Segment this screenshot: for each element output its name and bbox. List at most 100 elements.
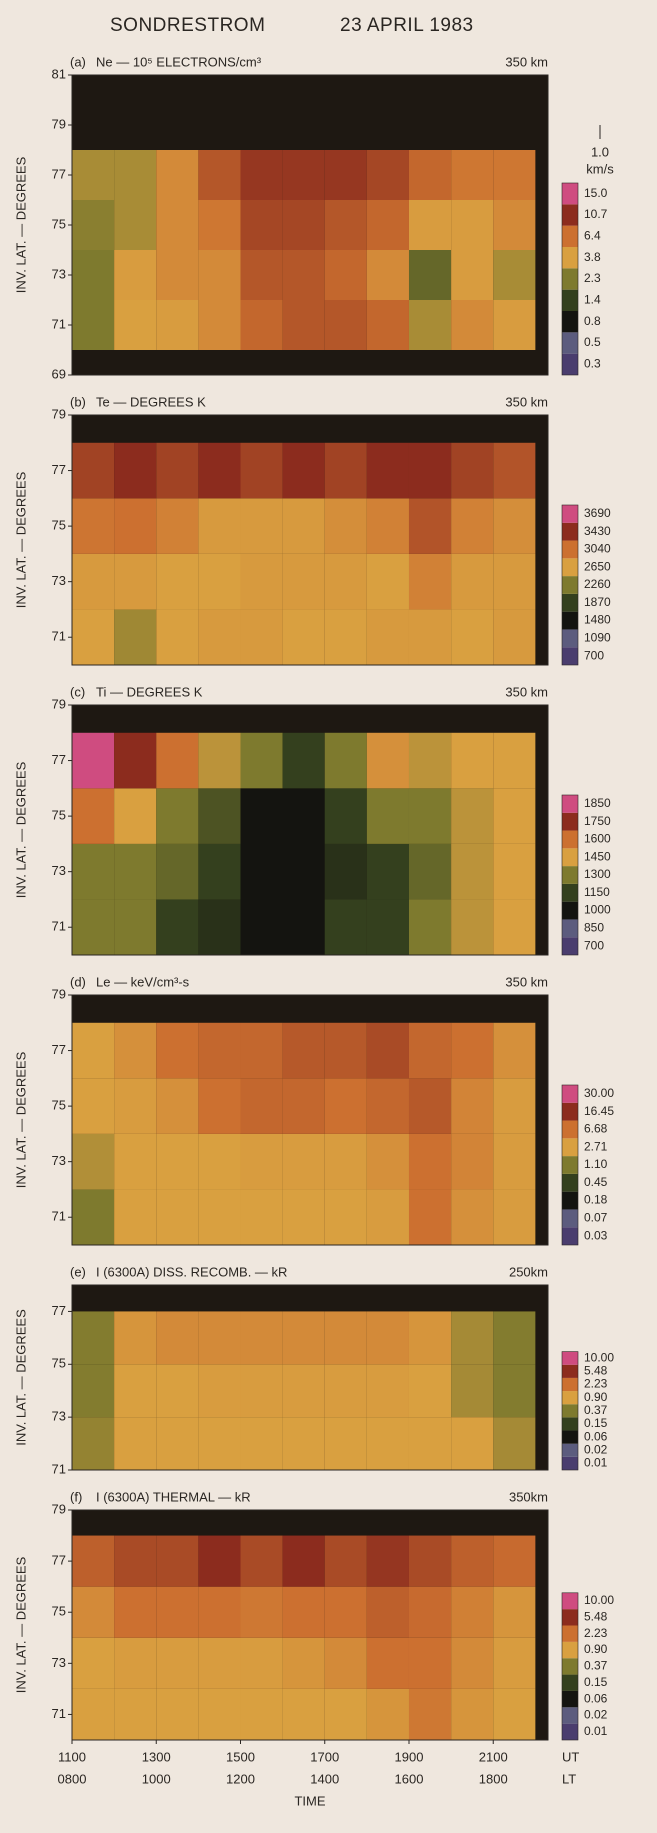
- colorbar-label: 0.18: [584, 1193, 608, 1207]
- colorbar-label: 2.3: [584, 271, 601, 285]
- heat-cell: [367, 1189, 409, 1245]
- heat-cell: [283, 788, 325, 844]
- heat-cell: [493, 498, 535, 554]
- heat-cell: [72, 1536, 114, 1587]
- heat-cell: [198, 733, 240, 789]
- heat-cell: [493, 1189, 535, 1245]
- x2-tick-label: 1600: [395, 1771, 424, 1786]
- heat-cell: [156, 1134, 198, 1190]
- heat-cell: [409, 554, 451, 610]
- y-tick-label: 77: [52, 752, 66, 767]
- panel-label: (d): [70, 974, 86, 989]
- heat-cell: [409, 1417, 451, 1470]
- heat-cell: [283, 1536, 325, 1587]
- heat-cell: [451, 1638, 493, 1689]
- heat-cell: [325, 788, 367, 844]
- colorbar-swatch: [562, 629, 578, 647]
- colorbar-label: 16.45: [584, 1104, 614, 1118]
- y-tick-label: 71: [52, 316, 66, 331]
- heat-cell: [72, 250, 114, 300]
- y-tick-label: 75: [52, 1356, 66, 1371]
- y-tick-label: 71: [52, 1706, 66, 1721]
- heat-cell: [198, 554, 240, 610]
- heat-cell: [156, 300, 198, 350]
- heat-cell: [72, 733, 114, 789]
- heat-cell: [72, 1189, 114, 1245]
- heat-cell: [451, 498, 493, 554]
- heat-cell: [325, 1536, 367, 1587]
- heat-cell: [114, 1587, 156, 1638]
- colorbar-label: 0.01: [584, 1456, 608, 1470]
- colorbar-swatch: [562, 1658, 578, 1674]
- heat-cell: [451, 1311, 493, 1364]
- heat-cell: [283, 1189, 325, 1245]
- heat-cell: [156, 1689, 198, 1740]
- heat-cell: [325, 498, 367, 554]
- heat-cell: [367, 1689, 409, 1740]
- colorbar-label: 1000: [584, 903, 611, 917]
- altitude: 250km: [509, 1264, 548, 1279]
- heat-cell: [198, 1638, 240, 1689]
- heat-cell: [451, 1023, 493, 1079]
- colorbar-label: 6.4: [584, 229, 601, 243]
- colorbar-swatch: [562, 848, 578, 866]
- heat-cell: [114, 200, 156, 250]
- heat-cell: [283, 1078, 325, 1134]
- heat-cell: [493, 1134, 535, 1190]
- heat-cell: [409, 150, 451, 200]
- y-axis-label: INV. LAT. — DEGREES: [13, 156, 28, 293]
- heat-cell: [367, 1638, 409, 1689]
- heat-cell: [325, 443, 367, 499]
- colorbar-swatch: [562, 1378, 578, 1391]
- heat-cell: [156, 443, 198, 499]
- heat-cell: [240, 554, 282, 610]
- heat-cell: [367, 554, 409, 610]
- heat-cell: [409, 1311, 451, 1364]
- colorbar-swatch: [562, 884, 578, 902]
- colorbar-label: 1.10: [584, 1157, 608, 1171]
- station: SONDRESTROM: [110, 15, 265, 36]
- heat-cell: [451, 899, 493, 955]
- colorbar-label: 0.90: [584, 1642, 608, 1656]
- heat-cell: [493, 733, 535, 789]
- colorbar-label: 1600: [584, 832, 611, 846]
- panel-label: (e): [70, 1264, 86, 1279]
- heat-cell: [198, 498, 240, 554]
- heat-cell: [114, 844, 156, 900]
- heat-cell: [409, 1364, 451, 1417]
- panel-title: Le — keV/cm³-s: [96, 974, 190, 989]
- heat-cell: [240, 1689, 282, 1740]
- x-tick-label: 1700: [310, 1749, 339, 1764]
- colorbar-label: 700: [584, 938, 604, 952]
- heat-cell: [493, 250, 535, 300]
- heat-cell: [451, 733, 493, 789]
- colorbar-label: 0.03: [584, 1228, 608, 1242]
- x-tick-label: 1100: [58, 1749, 86, 1764]
- heat-cell: [114, 150, 156, 200]
- heat-cell: [240, 1311, 282, 1364]
- y-tick-label: 69: [52, 366, 66, 381]
- colorbar-label: 1.4: [584, 293, 601, 307]
- heat-cell: [493, 554, 535, 610]
- colorbar-label: 0.06: [584, 1429, 608, 1443]
- heat-cell: [198, 250, 240, 300]
- heat-cell: [325, 554, 367, 610]
- colorbar-label: 0.15: [584, 1675, 608, 1689]
- heat-cell: [409, 250, 451, 300]
- heat-cell: [72, 300, 114, 350]
- heat-cell: [325, 150, 367, 200]
- y-tick-label: 73: [52, 573, 66, 588]
- colorbar-swatch: [562, 523, 578, 541]
- heat-cell: [198, 1536, 240, 1587]
- colorbar-label: 2.71: [584, 1139, 608, 1153]
- heat-cell: [409, 733, 451, 789]
- heat-cell: [156, 844, 198, 900]
- colorbar-label: 0.37: [584, 1659, 608, 1673]
- heat-cell: [114, 1134, 156, 1190]
- colorbar-swatch: [562, 268, 578, 289]
- heat-cell: [325, 1587, 367, 1638]
- colorbar-swatch: [562, 1192, 578, 1210]
- y-tick-label: 71: [52, 1461, 66, 1476]
- colorbar-label: 1870: [584, 595, 611, 609]
- colorbar-swatch: [562, 1227, 578, 1245]
